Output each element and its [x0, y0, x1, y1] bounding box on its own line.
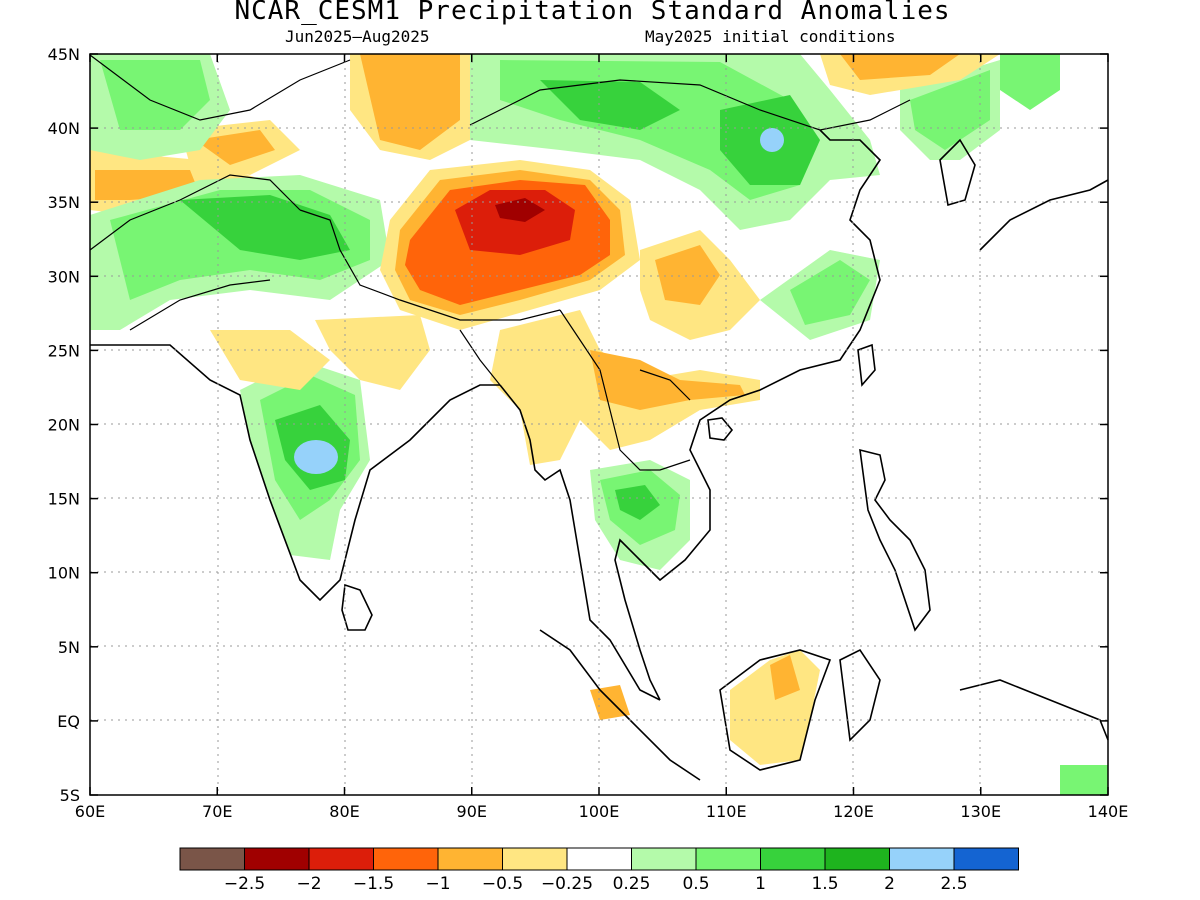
- colorbar-label: −0.25: [541, 874, 593, 894]
- x-tick-label: 120E: [833, 802, 874, 821]
- init-conditions-label: May2025 initial conditions: [645, 27, 896, 46]
- coastlines: [90, 129, 1109, 781]
- y-tick-label: 30N: [48, 267, 80, 286]
- colorbar-label: 1.5: [811, 874, 838, 894]
- colorbar-swatch: [631, 847, 697, 871]
- y-tick-label: EQ: [57, 712, 80, 731]
- colorbar-swatch: [889, 847, 955, 871]
- colorbar-label: 0.25: [613, 874, 651, 894]
- colorbar-label: −0.5: [482, 874, 523, 894]
- y-tick-label: 10N: [48, 564, 80, 583]
- y-tick-label: 20N: [48, 416, 80, 435]
- latitude-axis: 45N 40N 35N 30N 25N 20N 15N 10N 5N EQ 5S: [48, 45, 1108, 805]
- colorbar-label: −1.5: [353, 874, 394, 894]
- colorbar-label: −2.5: [224, 874, 265, 894]
- y-tick-label: 40N: [48, 119, 80, 138]
- colorbar-swatch: [824, 847, 890, 871]
- y-tick-label: 5N: [58, 638, 80, 657]
- colorbar-swatch: [695, 847, 761, 871]
- y-tick-label: 25N: [48, 341, 80, 360]
- x-tick-label: 100E: [579, 802, 620, 821]
- anomaly-shading: [90, 54, 1108, 795]
- colorbar-swatch: [566, 847, 632, 871]
- longitude-axis: 60E 70E 80E 90E 100E 110E 120E 130E 140E: [75, 54, 1129, 821]
- y-tick-label: 35N: [48, 193, 80, 212]
- x-tick-label: 140E: [1088, 802, 1129, 821]
- colorbar-label: 0.5: [682, 874, 709, 894]
- y-tick-label: 15N: [48, 490, 80, 509]
- y-tick-label: 5S: [60, 786, 80, 805]
- colorbar-swatch: [373, 847, 439, 871]
- colorbar-swatch: [179, 847, 245, 871]
- colorbar-swatch: [502, 847, 568, 871]
- colorbar-label: 2.5: [940, 874, 967, 894]
- y-tick-label: 45N: [48, 45, 80, 64]
- colorbar-swatch: [760, 847, 826, 871]
- colorbar-label: −2: [296, 874, 321, 894]
- colorbar-swatch: [437, 847, 503, 871]
- x-tick-label: 80E: [329, 802, 359, 821]
- x-tick-label: 110E: [706, 802, 747, 821]
- colorbar-swatch: [244, 847, 310, 871]
- map-title: NCAR_CESM1 Precipitation Standard Anomal…: [234, 0, 951, 26]
- colorbar-swatch: [308, 847, 374, 871]
- x-tick-label: 70E: [202, 802, 232, 821]
- colorbar-legend: −2.5 −2 −1.5 −1 −0.5 −0.25 0.25 0.5 1 1.5 2 2.5: [179, 847, 1019, 894]
- colorbar-label: 2: [884, 874, 895, 894]
- gridlines: [90, 54, 1108, 795]
- x-tick-label: 90E: [457, 802, 487, 821]
- season-label: Jun2025–Aug2025: [285, 27, 430, 46]
- colorbar-label: 1: [755, 874, 766, 894]
- x-tick-label: 60E: [75, 802, 105, 821]
- borders: [89, 54, 911, 471]
- x-tick-label: 130E: [960, 802, 1001, 821]
- colorbar-swatch: [953, 847, 1019, 871]
- colorbar-label: −1: [425, 874, 450, 894]
